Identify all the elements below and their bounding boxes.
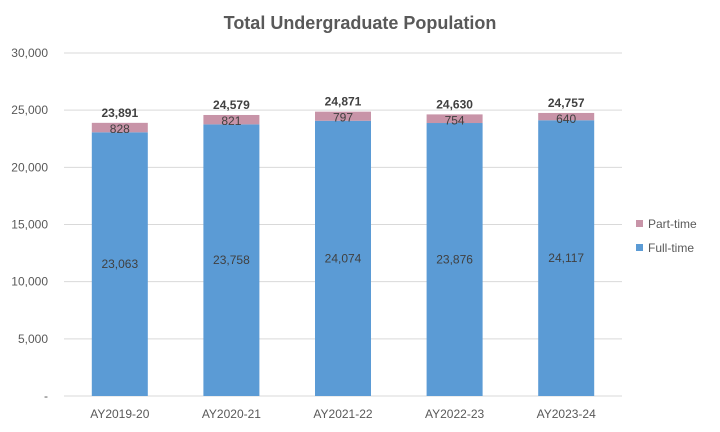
total-label: 23,891 [101,106,138,120]
chart-title: Total Undergraduate Population [224,13,497,33]
data-label-full-time: 23,758 [213,253,250,267]
total-label: 24,871 [325,95,362,109]
y-tick-label: 30,000 [11,46,48,60]
total-label: 24,630 [436,97,473,111]
y-tick-label: 5,000 [18,332,48,346]
y-axis: - 5,000 10,000 15,000 20,000 25,000 30,000 [11,46,48,403]
y-tick-label: 10,000 [11,275,48,289]
bar-part-time [203,114,260,125]
bar-part-time [315,111,371,121]
bar-full-time [426,123,483,396]
y-tick-label: - [44,389,48,403]
bar-part-time [91,122,148,133]
data-label-part-time: 640 [556,112,576,126]
legend-label-full-time: Full-time [648,241,694,255]
legend: Part-time Full-time [636,217,697,255]
bar-part-time [538,112,595,121]
legend-swatch-part-time [636,220,643,227]
total-label: 24,757 [548,96,585,110]
y-tick-label: 15,000 [11,218,48,232]
bar-full-time [315,120,371,396]
x-axis: AY2019-20 AY2020-21 AY2021-22 AY2022-23 AY20… [90,407,596,421]
data-label-full-time: 24,074 [325,251,362,265]
x-tick-label: AY2019-20 [90,407,149,421]
x-tick-label: AY2023-24 [537,407,596,421]
legend-swatch-full-time [636,244,643,251]
bar-full-time [538,120,595,396]
total-label: 24,579 [213,98,250,112]
x-tick-label: AY2020-21 [202,407,261,421]
bar-full-time [203,124,260,396]
legend-label-part-time: Part-time [648,217,697,231]
y-tick-label: 20,000 [11,160,48,174]
bar-part-time [426,114,483,124]
data-label-part-time: 821 [221,114,241,128]
data-label-part-time: 828 [110,122,130,136]
data-label-part-time: 797 [333,111,353,125]
bar-full-time [91,132,148,396]
data-label-full-time: 23,876 [436,253,473,267]
x-tick-label: AY2022-23 [425,407,484,421]
data-label-full-time: 24,117 [548,251,584,265]
data-label-part-time: 754 [445,113,465,127]
bars: 23,063 828 23,891 23,758 821 24,579 24,074 797 2… [91,95,595,396]
y-tick-label: 25,000 [11,103,48,117]
data-label-full-time: 23,063 [101,257,138,271]
x-tick-label: AY2021-22 [313,407,372,421]
